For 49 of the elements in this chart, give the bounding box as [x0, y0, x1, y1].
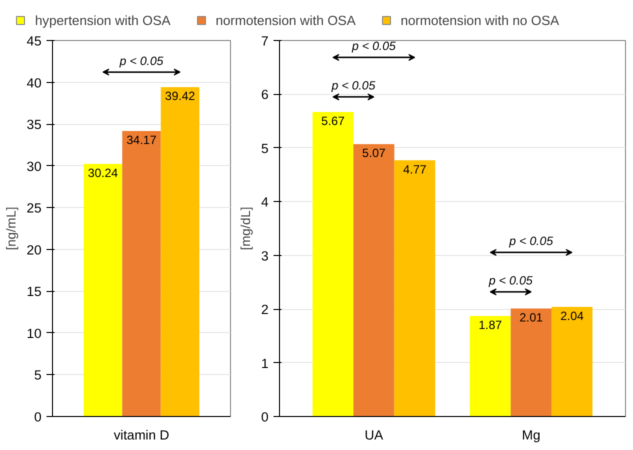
y-axis-title: [ng/mL]	[4, 206, 19, 250]
data-label: 34.17	[126, 132, 157, 147]
bar	[510, 308, 552, 416]
bar	[312, 112, 354, 416]
y-tick-label: 3	[261, 248, 269, 264]
y-tick-label: 30	[26, 158, 42, 174]
bar	[122, 130, 161, 416]
legend-label: normotension with OSA	[216, 12, 356, 28]
data-label: 30.24	[88, 166, 118, 180]
x-tick-label: UA	[364, 428, 384, 442]
y-axis-title: [mg/dL]	[238, 206, 254, 250]
bar	[552, 306, 592, 416]
annotation: p < 0.05	[508, 234, 554, 248]
data-label: 2.04	[560, 308, 584, 323]
bar	[470, 316, 511, 416]
annotation: p < 0.05	[118, 54, 164, 68]
data-label: 1.87	[478, 318, 502, 332]
annotation: p < 0.05	[330, 78, 376, 93]
bar	[160, 87, 200, 416]
y-tick-label: 35	[26, 117, 42, 132]
data-label: 5.07	[362, 146, 386, 160]
y-tick-label: 10	[26, 326, 42, 341]
x-tick-label: vitamin D	[114, 428, 170, 442]
y-tick-label: 25	[26, 200, 42, 216]
y-tick-label: 0	[34, 410, 42, 424]
y-tick-label: 6	[261, 87, 269, 102]
y-tick-label: 5	[261, 140, 269, 156]
y-tick-label: 2	[261, 302, 269, 318]
data-label: 39.42	[165, 89, 196, 104]
bar	[84, 164, 122, 416]
bar	[394, 160, 436, 416]
bar	[353, 144, 394, 416]
y-tick-label: 20	[26, 242, 42, 258]
y-tick-label: 15	[26, 284, 42, 300]
y-tick-label: 7	[261, 34, 269, 48]
data-label: 2.01	[519, 310, 544, 325]
y-tick-label: 4	[261, 194, 270, 210]
annotation: p < 0.05	[488, 274, 533, 288]
y-tick-label: 45	[26, 34, 42, 48]
x-tick-label: Mg	[522, 428, 540, 442]
data-label: 4.77	[403, 162, 427, 176]
annotation: p < 0.05	[351, 39, 396, 54]
legend-label: normotension with no OSA	[400, 12, 560, 28]
y-tick-label: 0	[261, 410, 269, 424]
y-tick-label: 5	[34, 368, 42, 383]
data-label: 5.67	[321, 114, 345, 128]
legend-label: hypertension with OSA	[35, 12, 171, 28]
y-tick-label: 40	[26, 75, 42, 90]
y-tick-label: 1	[261, 356, 269, 371]
